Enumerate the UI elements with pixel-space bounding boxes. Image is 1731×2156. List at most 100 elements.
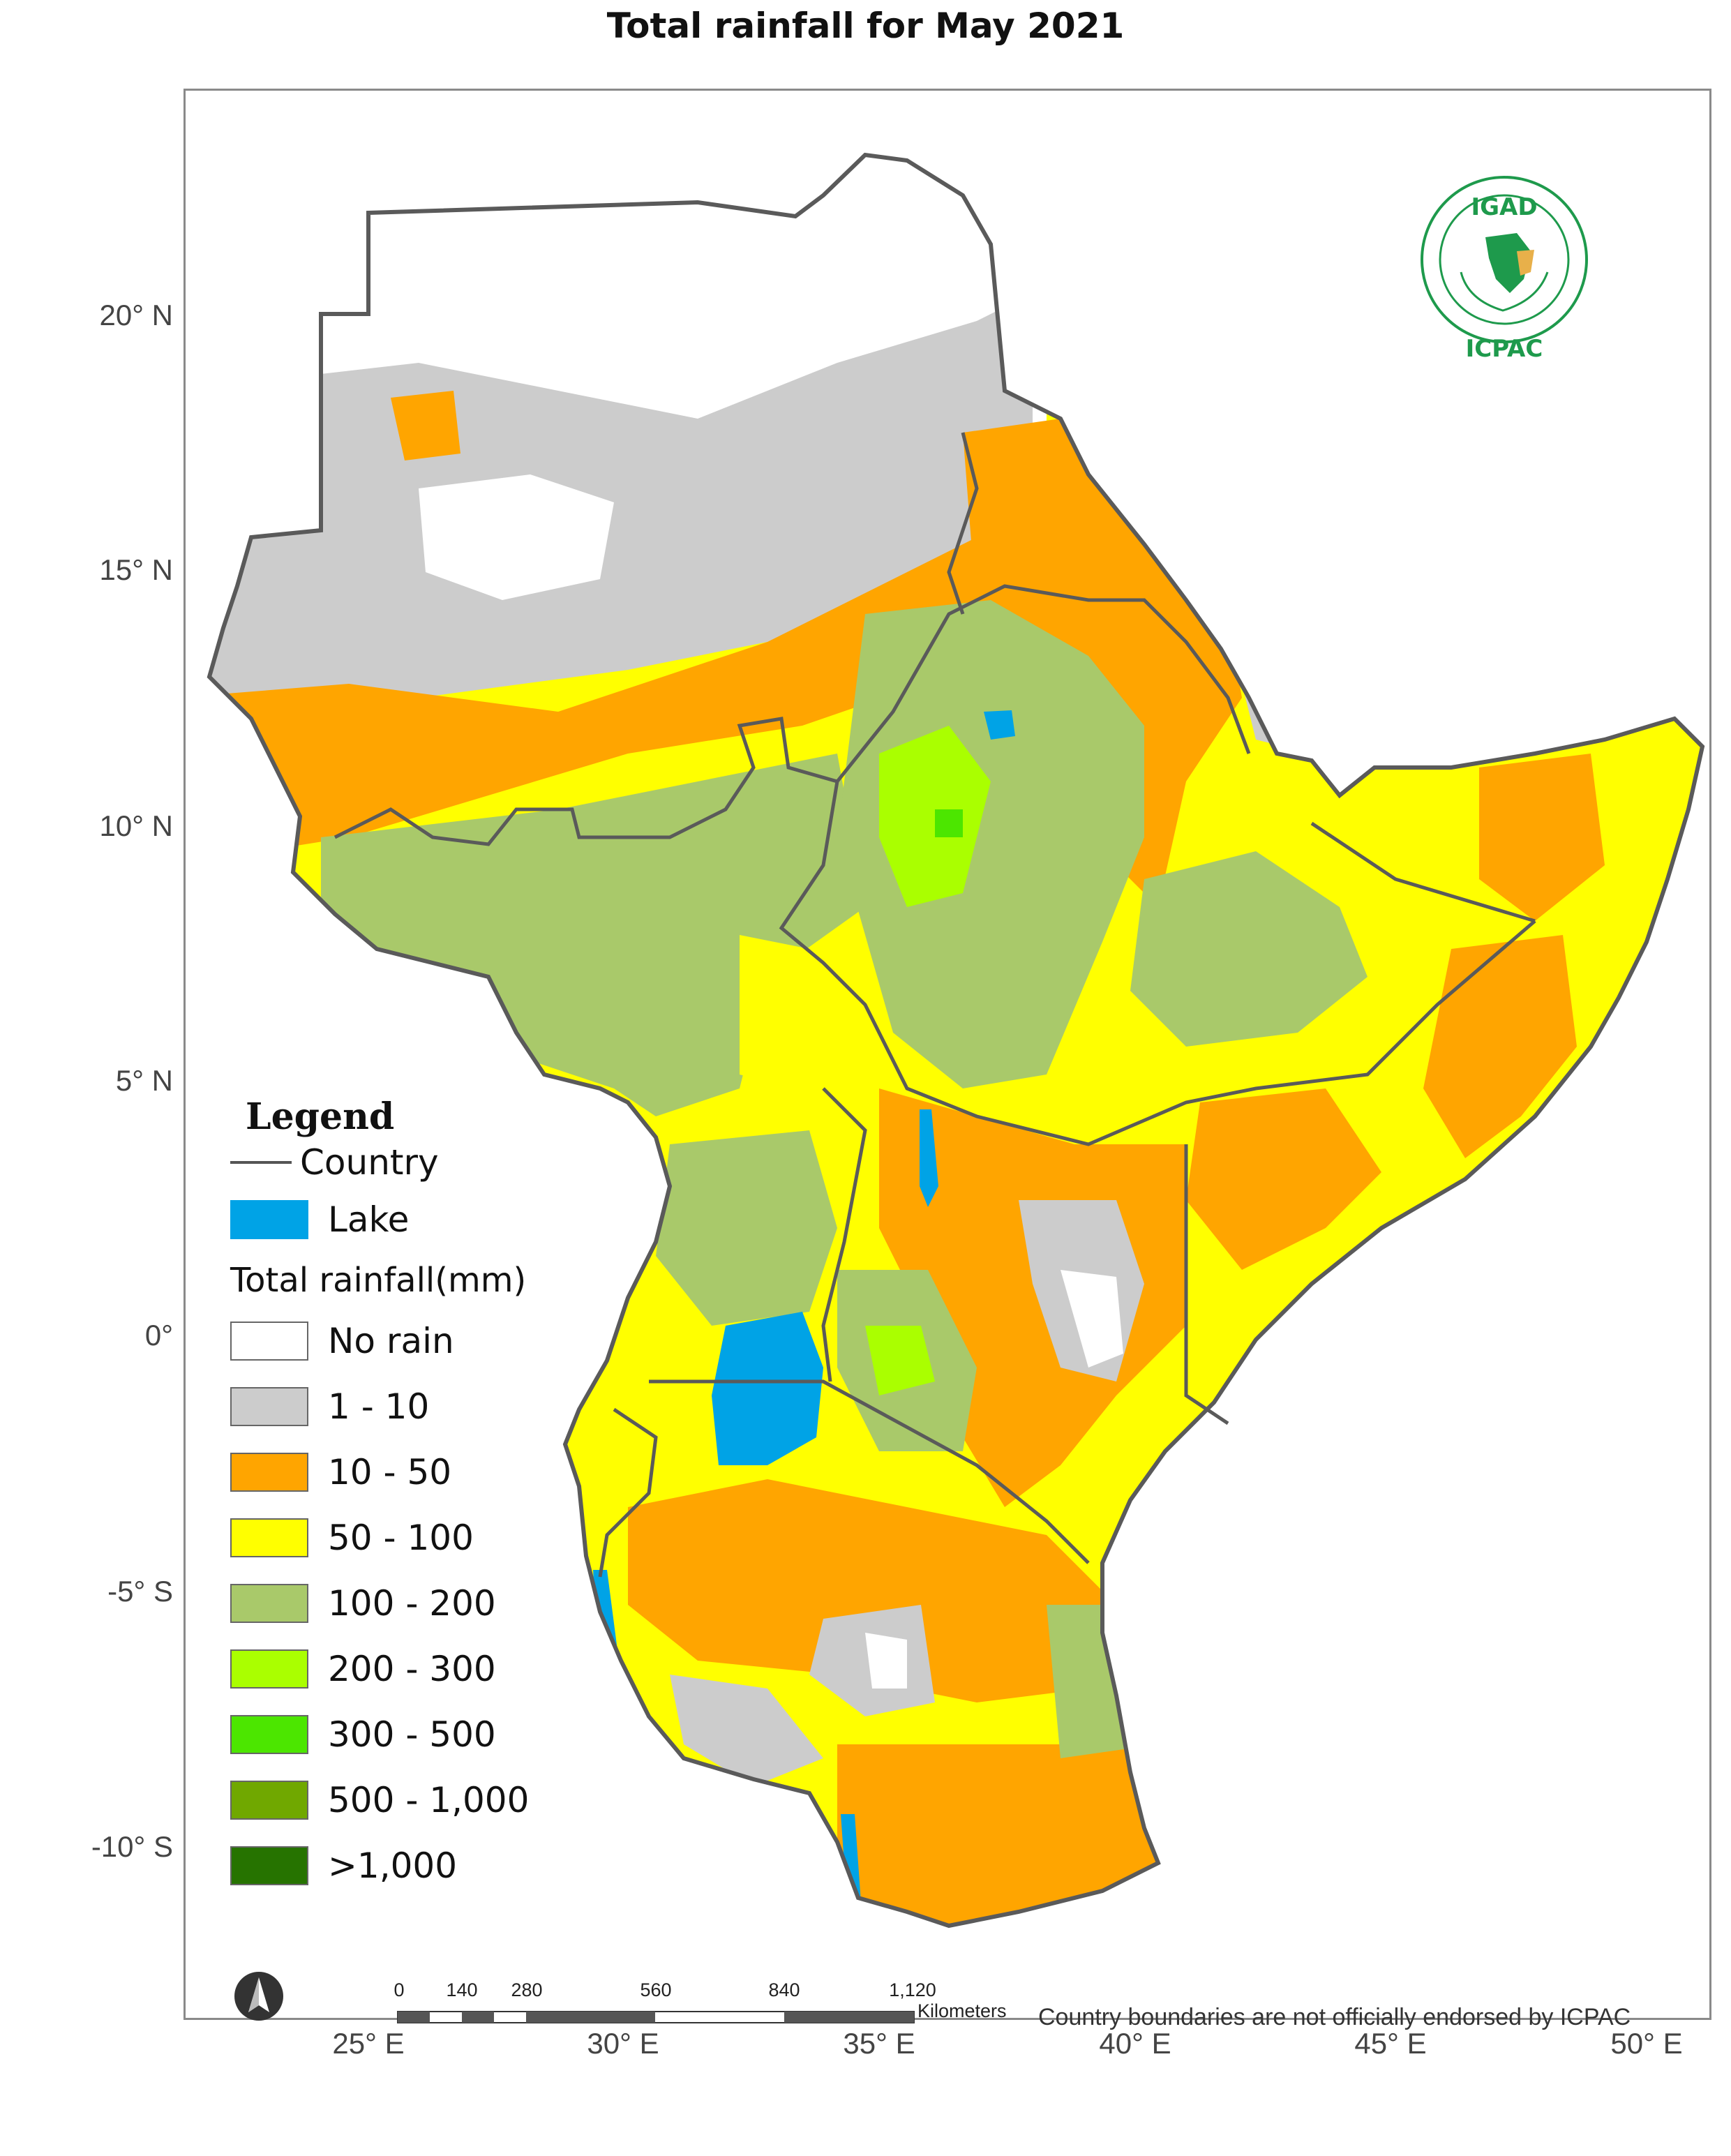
- legend-class-label: >1,000: [328, 1846, 458, 1886]
- legend-class-label: 200 - 300: [328, 1649, 496, 1689]
- y-tick-label: 20° N: [99, 299, 173, 331]
- legend-country-label: Country: [300, 1142, 439, 1183]
- legend-class-item: 50 - 100: [230, 1505, 621, 1571]
- country-boundary: [334, 584, 1251, 846]
- y-tick-label: 5° N: [115, 1064, 173, 1097]
- country-boundary: [1184, 1144, 1229, 1425]
- rainfall-zone: [963, 419, 1242, 907]
- rainfall-zone: [1061, 1270, 1123, 1368]
- lake-victoria: [712, 1312, 823, 1465]
- scale-bar-segment: [398, 2012, 430, 2023]
- legend-class-label: 10 - 50: [328, 1452, 452, 1492]
- map-frame: [183, 89, 1711, 2020]
- country-boundary: [649, 1379, 1090, 1564]
- x-tick-label: 25° E: [332, 2027, 405, 2060]
- legend-class-label: 1 - 10: [328, 1386, 430, 1427]
- legend-class-swatch: [230, 1322, 308, 1361]
- legend-class-swatch: [230, 1453, 308, 1492]
- lake-swatch: [230, 1200, 308, 1239]
- legend-lake-label: Lake: [328, 1199, 410, 1240]
- country-boundary: [779, 781, 1536, 1146]
- rainfall-zone: [935, 809, 963, 837]
- scale-bar-segment: [526, 2012, 655, 2023]
- logo-caption: ICPAC: [1465, 335, 1543, 363]
- scale-tick: 280: [511, 1979, 543, 2000]
- y-tick-label: -5° S: [107, 1575, 173, 1608]
- country-boundary: [821, 1087, 867, 1382]
- legend-rainfall-title: Total rainfall(mm): [230, 1261, 527, 1300]
- rainfall-zone: [670, 1675, 823, 1786]
- rainfall-zone: [865, 1326, 935, 1395]
- country-boundary: [947, 432, 979, 615]
- legend-class-label: 500 - 1,000: [328, 1780, 530, 1820]
- legend-class-swatch: [230, 1584, 308, 1623]
- legend-class-swatch: [230, 1518, 308, 1557]
- igad-logo: IGAD: [1421, 176, 1588, 343]
- rainfall-zone: [628, 1479, 1116, 1702]
- x-tick-label: 30° E: [587, 2027, 659, 2060]
- legend-class-item: 500 - 1,000: [230, 1767, 621, 1833]
- rainfall-zone: [740, 935, 837, 1088]
- legend-class-swatch: [230, 1649, 308, 1689]
- legend-class-label: 300 - 500: [328, 1714, 496, 1755]
- legend-class-item: 1 - 10: [230, 1374, 621, 1439]
- legend-class-swatch: [230, 1781, 308, 1820]
- lake-tana: [984, 710, 1015, 740]
- x-tick-label: 35° E: [843, 2027, 915, 2060]
- rainfall-zone: [209, 530, 1005, 865]
- scale-tick: 1,120: [889, 1979, 936, 2000]
- y-tick-label: 15° N: [99, 553, 173, 586]
- legend-class-item: >1,000: [230, 1833, 621, 1899]
- logo-name: IGAD: [1471, 193, 1537, 221]
- rainfall-zone: [865, 1633, 907, 1689]
- y-tick-label: 0°: [144, 1319, 173, 1352]
- legend: Legend Country Lake Total rainfall(mm) N…: [230, 1095, 621, 1899]
- legend-class-item: 10 - 50: [230, 1439, 621, 1505]
- disclaimer: Country boundaries are not officially en…: [1038, 2004, 1631, 2030]
- y-tick-label: -10° S: [91, 1830, 173, 1863]
- legend-class-label: 50 - 100: [328, 1518, 474, 1558]
- legend-class-item: 300 - 500: [230, 1702, 621, 1767]
- rainfall-zone: [391, 391, 460, 461]
- rainfall-zone: [1479, 754, 1605, 921]
- x-tick-label: 40° E: [1099, 2027, 1171, 2060]
- y-tick-label: 10° N: [99, 809, 173, 842]
- legend-class-item: 100 - 200: [230, 1571, 621, 1636]
- legend-class-label: No rain: [328, 1321, 454, 1361]
- rainfall-zone: [837, 1744, 1158, 1926]
- north-arrow-icon: [234, 1972, 283, 2021]
- scale-bar-segment: [784, 2012, 914, 2023]
- x-tick-label: 50° E: [1610, 2027, 1683, 2060]
- country-line-symbol: [230, 1161, 292, 1164]
- country-boundary: [1310, 821, 1536, 923]
- map-title: Total rainfall for May 2021: [606, 6, 1125, 46]
- legend-class-swatch: [230, 1387, 308, 1426]
- scale-unit: Kilometers: [917, 2000, 1007, 2021]
- legend-class-item: No rain: [230, 1308, 621, 1374]
- rainfall-zone: [321, 754, 865, 1116]
- x-tick-label: 45° E: [1354, 2027, 1427, 2060]
- legend-class-swatch: [230, 1846, 308, 1885]
- legend-lake-item: Lake: [230, 1187, 621, 1252]
- rainfall-zone: [1423, 935, 1577, 1158]
- country-boundary: [207, 152, 1705, 1929]
- country-boundary: [598, 1407, 658, 1578]
- legend-title: Legend: [246, 1095, 395, 1138]
- rainfall-zone: [1130, 851, 1367, 1047]
- legend-country-item: Country: [230, 1138, 621, 1187]
- scale-tick: 840: [768, 1979, 800, 2000]
- scale-tick: 560: [640, 1979, 672, 2000]
- rainfall-zone: [837, 600, 1144, 1088]
- rainfall-zone: [419, 474, 614, 600]
- scale-bar: [397, 2011, 915, 2023]
- legend-class-item: 200 - 300: [230, 1636, 621, 1702]
- scale-tick: 0: [394, 1979, 405, 2000]
- scale-tick: 140: [446, 1979, 478, 2000]
- legend-class-list: No rain 1 - 10 10 - 50 50 - 100 100 - 200 200…: [230, 1308, 621, 1899]
- scale-bar-segment: [462, 2012, 494, 2023]
- rainfall-zone: [1186, 1088, 1381, 1270]
- lake-turkana: [920, 1109, 938, 1207]
- legend-class-label: 100 - 200: [328, 1583, 496, 1624]
- rainfall-zone: [656, 1130, 837, 1326]
